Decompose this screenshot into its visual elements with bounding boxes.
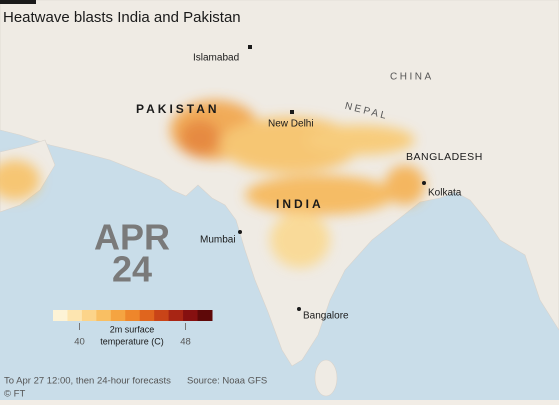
footer-credit: © FT [4, 389, 25, 400]
city-label: New Delhi [268, 119, 314, 130]
country-label: INDIA [276, 197, 324, 211]
color-step [110, 310, 126, 321]
color-step [53, 310, 68, 321]
city-marker [422, 181, 426, 185]
footer-source: Source: Noaa GFS [187, 376, 267, 387]
footer-note: To Apr 27 12:00, then 24-hour forecasts [4, 376, 171, 387]
capital-marker [248, 45, 252, 49]
city-marker [297, 307, 301, 311]
color-step [183, 310, 199, 321]
sri-lanka [314, 359, 338, 397]
city-marker [238, 230, 242, 234]
color-step [96, 310, 112, 321]
color-step [139, 310, 155, 321]
country-label: PAKISTAN [136, 102, 220, 116]
date-month: APR [94, 217, 170, 258]
color-step [81, 310, 97, 321]
color-step [125, 310, 141, 321]
color-step [197, 310, 213, 321]
color-step [168, 310, 184, 321]
city-label: Islamabad [193, 53, 239, 64]
legend-label: 2m surface [110, 324, 155, 334]
city-label: Bangalore [303, 311, 349, 322]
tick-label: 40 [74, 337, 85, 348]
legend-label: temperature (C) [100, 336, 164, 346]
tick-label: 48 [180, 337, 191, 348]
country-label: BANGLADESH [406, 151, 483, 163]
legend: 2m surface temperature (C) 40 48 [53, 310, 213, 348]
title: Heatwave blasts India and Pakistan [3, 9, 241, 26]
capital-marker [290, 110, 294, 114]
color-step [67, 310, 83, 321]
country-label: CHINA [390, 72, 434, 83]
city-label: Mumbai [200, 235, 236, 246]
date-day: 24 [112, 249, 152, 290]
color-step [154, 310, 170, 321]
brand-bar [0, 0, 36, 4]
heat-area [0, 100, 425, 268]
city-label: Kolkata [428, 188, 462, 199]
